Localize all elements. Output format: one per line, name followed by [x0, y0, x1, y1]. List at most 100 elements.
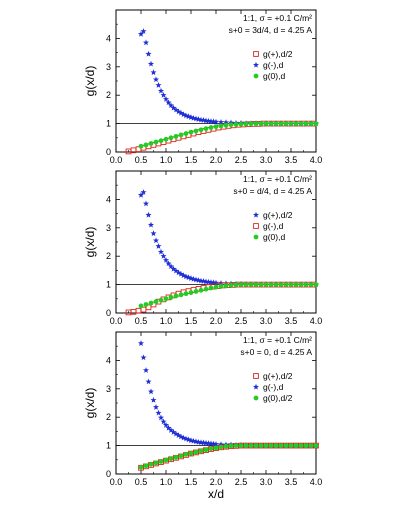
data-point — [303, 121, 309, 126]
data-point — [160, 253, 167, 259]
data-point — [167, 102, 175, 109]
legend-marker — [253, 373, 259, 379]
data-point — [243, 121, 249, 127]
data-point — [173, 293, 179, 299]
data-point — [273, 282, 279, 287]
legend-label: g(-),d — [263, 221, 284, 231]
data-point — [155, 82, 162, 88]
data-point — [148, 141, 154, 146]
data-point — [213, 284, 219, 290]
x-tick-label: 0.0 — [110, 477, 123, 487]
data-point — [170, 429, 177, 435]
data-point — [162, 256, 170, 263]
series-3 — [138, 443, 319, 470]
x-tick-label: 3.5 — [285, 316, 298, 326]
legend-marker — [253, 395, 259, 401]
data-point — [178, 132, 184, 138]
x-axis-title: x/d — [208, 487, 224, 501]
data-point — [168, 135, 174, 141]
y-tick-label: 4 — [106, 194, 111, 204]
data-point — [218, 283, 224, 289]
legend-label: g(+),d/2 — [263, 371, 293, 381]
x-tick-label: 0.0 — [110, 155, 123, 165]
y-tick-label: 0 — [106, 308, 111, 318]
data-point — [135, 307, 142, 314]
data-point — [165, 424, 172, 431]
data-point — [218, 123, 224, 129]
y-tick-label: 2 — [106, 90, 111, 100]
data-point — [203, 447, 209, 453]
data-point — [268, 121, 274, 126]
data-point — [212, 279, 220, 286]
x-tick-label: 2.0 — [210, 316, 223, 326]
data-point — [208, 446, 214, 452]
x-tick-label: 4.0 — [310, 477, 323, 487]
legend-label: g(-),d — [263, 60, 284, 70]
chart-panel-1: 0.0 0.5 1.0 1.5 2.0 2.5 3.0 3.5 4.0 0 1 2 3 4 g(x/d) 1:… — [83, 9, 322, 165]
data-point — [163, 457, 169, 463]
data-point — [178, 292, 184, 298]
data-point — [208, 285, 214, 291]
y-axis-title: g(x/d) — [83, 66, 97, 97]
data-point — [153, 299, 159, 305]
data-point — [187, 275, 195, 281]
data-point — [238, 121, 244, 127]
x-tick-label: 2.5 — [235, 316, 248, 326]
data-point — [313, 121, 319, 126]
data-point — [143, 302, 149, 307]
y-tick-label: 2 — [106, 251, 111, 261]
x-tick-label: 2.0 — [210, 155, 223, 165]
data-point — [213, 124, 219, 130]
data-point — [138, 303, 144, 309]
annotation-line: s+0 = d/4, d = 4.25 A — [233, 186, 312, 196]
series-2 — [137, 28, 320, 127]
data-point — [183, 291, 189, 297]
data-point — [137, 30, 145, 37]
legend-marker — [252, 383, 260, 390]
data-point — [142, 367, 150, 373]
y-tick-label: 4 — [106, 33, 111, 43]
x-tick-label: 3.0 — [260, 477, 273, 487]
data-point — [222, 119, 230, 126]
data-point — [147, 60, 155, 67]
data-point — [140, 189, 147, 195]
data-point — [213, 445, 219, 451]
data-point — [253, 121, 259, 126]
data-point — [228, 443, 234, 449]
annotation-line: 1:1, σ = +0.1 C/m² — [243, 335, 312, 345]
data-point — [160, 418, 167, 425]
data-point — [167, 427, 175, 433]
data-point — [175, 269, 182, 276]
data-point — [168, 456, 174, 462]
annotation-line: 1:1, σ = +0.1 C/m² — [243, 13, 312, 23]
data-point — [253, 282, 259, 287]
data-point — [263, 282, 269, 287]
y-tick-label: 3 — [106, 62, 111, 72]
x-tick-label: 0.0 — [110, 316, 123, 326]
annotation-line: s+0 = 3d/4, d = 4.25 A — [229, 25, 313, 35]
data-point — [150, 396, 157, 403]
data-point — [223, 444, 229, 449]
y-tick-label: 0 — [106, 469, 111, 479]
data-point — [212, 440, 220, 447]
y-tick-label: 1 — [106, 280, 111, 290]
y-tick-label: 0 — [106, 147, 111, 157]
data-point — [238, 443, 244, 448]
y-tick-label: 1 — [106, 119, 111, 129]
data-point — [147, 388, 155, 395]
data-point — [165, 260, 172, 267]
data-point — [243, 443, 249, 448]
data-point — [177, 433, 185, 440]
y-tick-label: 1 — [106, 441, 111, 451]
y-tick-label: 2 — [106, 412, 111, 422]
series-3 — [138, 282, 319, 309]
x-tick-label: 0.5 — [135, 316, 148, 326]
data-point — [263, 121, 269, 126]
data-point — [223, 283, 229, 289]
legend-marker — [253, 73, 259, 79]
data-point — [163, 136, 169, 142]
x-tick-label: 3.0 — [260, 155, 273, 165]
data-point — [185, 436, 192, 443]
data-point — [155, 409, 162, 416]
data-point — [233, 443, 239, 448]
